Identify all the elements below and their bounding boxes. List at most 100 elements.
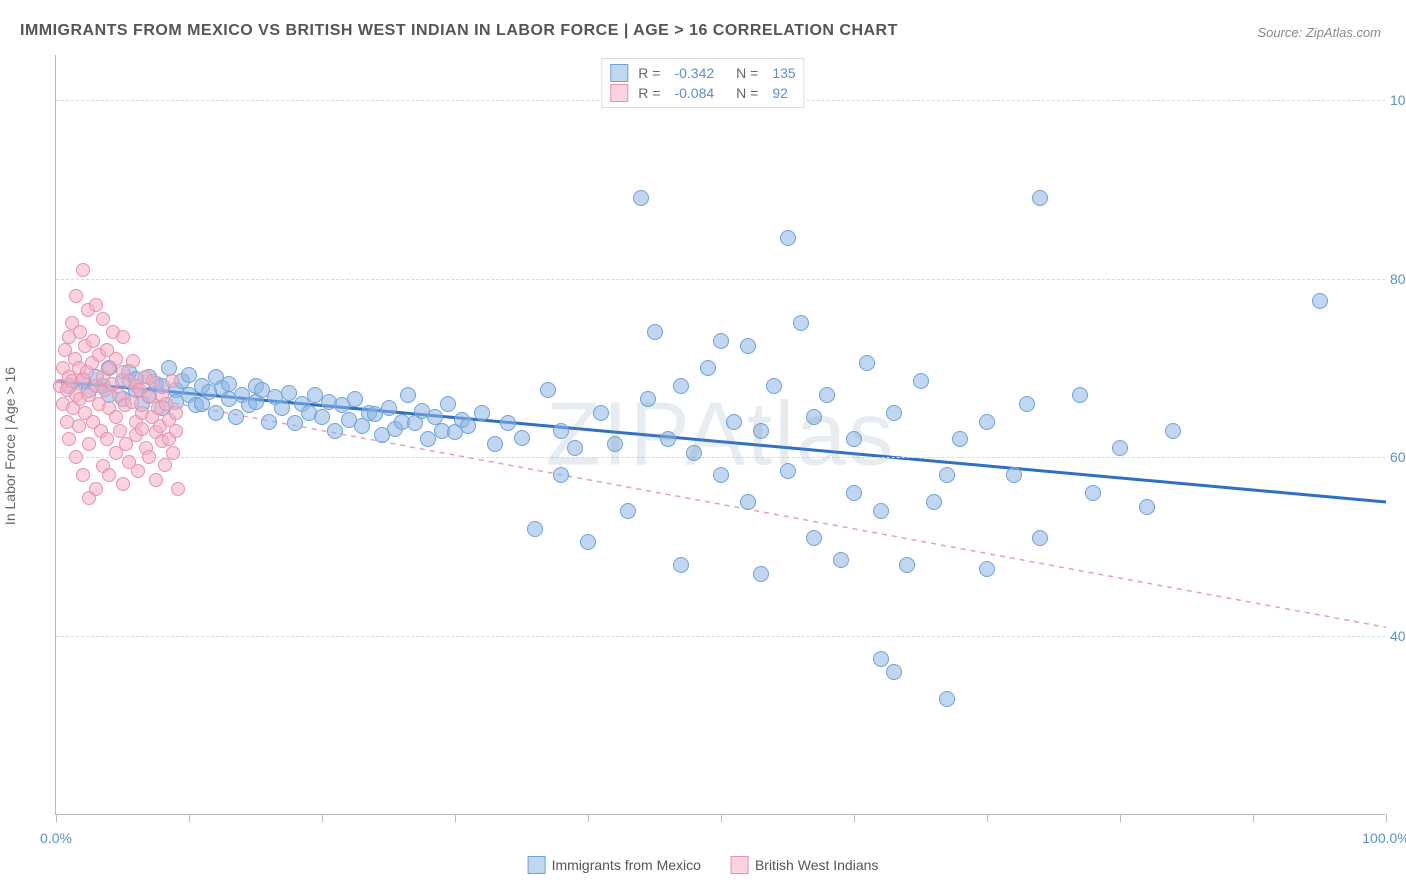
data-point-bwi	[146, 374, 160, 388]
data-point-mexico	[926, 494, 942, 510]
data-point-mexico	[1085, 485, 1101, 501]
data-point-bwi	[89, 298, 103, 312]
data-point-bwi	[131, 464, 145, 478]
data-point-mexico	[1032, 190, 1048, 206]
data-point-mexico	[1006, 467, 1022, 483]
data-point-bwi	[102, 468, 116, 482]
data-point-mexico	[400, 387, 416, 403]
data-point-mexico	[793, 315, 809, 331]
y-tick-label: 40.0%	[1390, 628, 1406, 644]
legend-swatch-mexico	[610, 64, 628, 82]
data-point-mexico	[540, 382, 556, 398]
data-point-mexico	[806, 409, 822, 425]
y-tick-label: 100.0%	[1390, 92, 1406, 108]
data-point-bwi	[116, 477, 130, 491]
n-value-bwi: 92	[772, 85, 788, 101]
data-point-mexico	[161, 360, 177, 376]
data-point-bwi	[100, 432, 114, 446]
data-point-mexico	[673, 378, 689, 394]
data-point-mexico	[979, 414, 995, 430]
data-point-mexico	[780, 230, 796, 246]
data-point-mexico	[1019, 396, 1035, 412]
data-point-bwi	[69, 289, 83, 303]
data-point-mexico	[846, 431, 862, 447]
x-tick	[455, 814, 456, 822]
n-value-mexico: 135	[772, 65, 795, 81]
data-point-bwi	[126, 354, 140, 368]
legend-stat-row-bwi: R = -0.084 N = 92	[610, 83, 795, 103]
data-point-mexico	[753, 566, 769, 582]
x-tick	[1386, 814, 1387, 822]
data-point-bwi	[86, 334, 100, 348]
data-point-bwi	[142, 450, 156, 464]
data-point-mexico	[487, 436, 503, 452]
data-point-bwi	[69, 450, 83, 464]
x-tick	[721, 814, 722, 822]
data-point-mexico	[553, 423, 569, 439]
data-point-mexico	[327, 423, 343, 439]
x-tick	[987, 814, 988, 822]
gridline	[56, 279, 1385, 280]
data-point-mexico	[314, 409, 330, 425]
data-point-bwi	[76, 263, 90, 277]
data-point-mexico	[580, 534, 596, 550]
data-point-mexico	[440, 396, 456, 412]
legend-swatch-icon	[528, 856, 546, 874]
x-tick	[322, 814, 323, 822]
data-point-mexico	[952, 431, 968, 447]
legend-item-mexico: Immigrants from Mexico	[528, 856, 701, 874]
data-point-bwi	[158, 458, 172, 472]
trend-lines-layer	[56, 55, 1386, 815]
data-point-bwi	[82, 437, 96, 451]
data-point-bwi	[116, 330, 130, 344]
y-axis-label: In Labor Force | Age > 16	[2, 367, 18, 525]
data-point-mexico	[274, 400, 290, 416]
data-point-mexico	[939, 691, 955, 707]
data-point-mexico	[713, 467, 729, 483]
data-point-bwi	[171, 482, 185, 496]
chart-container: IMMIGRANTS FROM MEXICO VS BRITISH WEST I…	[0, 0, 1406, 892]
data-point-mexico	[846, 485, 862, 501]
data-point-mexico	[819, 387, 835, 403]
data-point-mexico	[780, 463, 796, 479]
n-label: N =	[736, 65, 758, 81]
data-point-mexico	[740, 338, 756, 354]
data-point-mexico	[474, 405, 490, 421]
r-label: R =	[638, 85, 660, 101]
data-point-mexico	[713, 333, 729, 349]
x-tick	[56, 814, 57, 822]
y-tick-label: 60.0%	[1390, 449, 1406, 465]
legend-item-bwi: British West Indians	[731, 856, 878, 874]
data-point-mexico	[620, 503, 636, 519]
data-point-mexico	[347, 391, 363, 407]
data-point-mexico	[740, 494, 756, 510]
data-point-bwi	[109, 352, 123, 366]
data-point-mexico	[1165, 423, 1181, 439]
data-point-mexico	[287, 415, 303, 431]
data-point-mexico	[886, 405, 902, 421]
data-point-bwi	[73, 325, 87, 339]
data-point-bwi	[169, 406, 183, 420]
legend-label-mexico: Immigrants from Mexico	[552, 857, 701, 873]
data-point-mexico	[913, 373, 929, 389]
chart-title: IMMIGRANTS FROM MEXICO VS BRITISH WEST I…	[20, 22, 898, 40]
n-label: N =	[736, 85, 758, 101]
data-point-bwi	[169, 424, 183, 438]
data-point-mexico	[673, 557, 689, 573]
data-point-mexico	[607, 436, 623, 452]
data-point-mexico	[660, 431, 676, 447]
legend-label-bwi: British West Indians	[755, 857, 878, 873]
data-point-mexico	[1032, 530, 1048, 546]
data-point-mexico	[700, 360, 716, 376]
data-point-mexico	[208, 405, 224, 421]
data-point-mexico	[460, 418, 476, 434]
x-tick-label: 0.0%	[40, 830, 72, 846]
x-tick	[1120, 814, 1121, 822]
r-value-bwi: -0.084	[674, 85, 714, 101]
data-point-mexico	[500, 415, 516, 431]
data-point-bwi	[149, 473, 163, 487]
trendline-bwi	[56, 381, 1386, 627]
data-point-mexico	[553, 467, 569, 483]
data-point-mexico	[1139, 499, 1155, 515]
data-point-mexico	[381, 400, 397, 416]
